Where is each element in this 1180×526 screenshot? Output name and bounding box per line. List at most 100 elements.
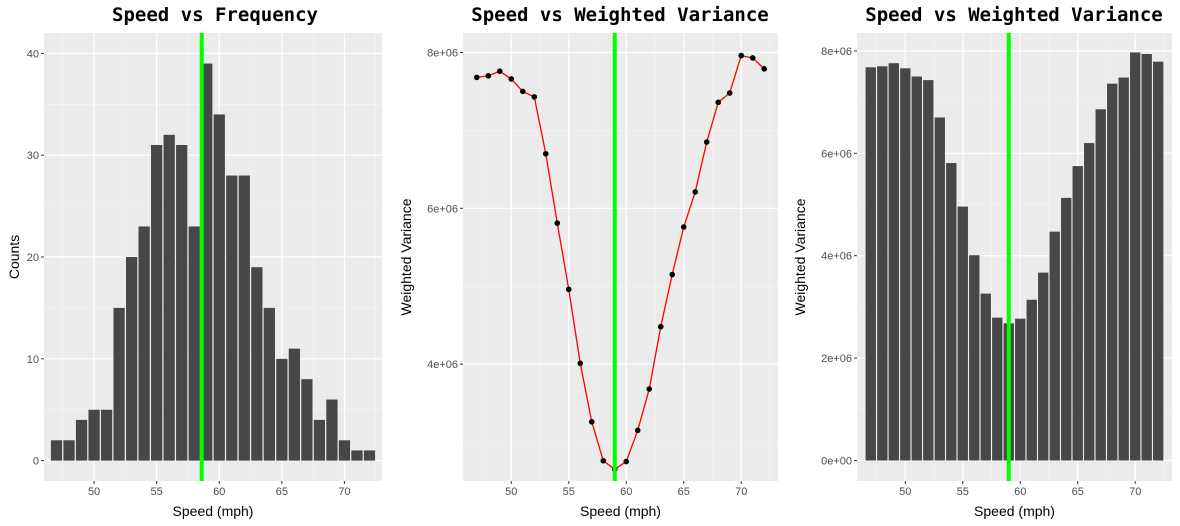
y-tick-label: 30: [27, 150, 39, 162]
data-point: [508, 76, 515, 82]
data-point: [715, 99, 722, 106]
panel-3: 50 55 60 65 70 0e+00 2e+06 4e+06 6e+06 8e+06 Speed…: [792, 4, 1172, 519]
y-tick-label: 0: [33, 456, 39, 468]
bar: [1118, 77, 1129, 461]
bar: [877, 66, 888, 461]
bar: [363, 450, 376, 461]
bar: [288, 348, 301, 461]
bar: [326, 399, 338, 461]
bar: [50, 440, 63, 461]
x-tick-label: 50: [899, 486, 911, 498]
bar: [923, 80, 934, 461]
bar: [888, 63, 899, 461]
data-point: [565, 286, 572, 293]
bar: [865, 67, 876, 461]
y-tick-label: 4e+06: [427, 359, 458, 371]
y-tick-label: 20: [27, 252, 39, 264]
y-tick-label: 0e+00: [821, 456, 852, 468]
x-tick-label: 65: [678, 486, 690, 498]
bar: [946, 163, 957, 461]
bar: [88, 409, 100, 461]
data-point: [542, 150, 549, 157]
data-point: [738, 52, 745, 59]
y-tick-label: 6e+06: [821, 148, 852, 160]
bar: [201, 63, 213, 461]
bar: [188, 226, 200, 461]
y-tick-label: 40: [27, 48, 39, 60]
data-point: [726, 90, 733, 96]
data-point: [692, 189, 699, 195]
y-tick-label: 2e+06: [821, 353, 852, 365]
bar: [125, 257, 138, 461]
y-tick-label: 10: [27, 354, 39, 366]
y-axis-label: Counts: [6, 235, 22, 279]
bar: [992, 317, 1003, 461]
bar: [138, 226, 150, 461]
x-tick-label: 65: [1072, 486, 1084, 498]
bar: [238, 175, 250, 461]
x-tick-label: 70: [338, 486, 350, 498]
bar: [176, 145, 188, 461]
data-point: [519, 88, 526, 95]
bar: [1107, 83, 1118, 461]
data-point: [703, 139, 710, 145]
bar: [151, 145, 163, 461]
y-axis-label: Weighted Variance: [792, 198, 808, 315]
bar: [934, 117, 945, 461]
bar: [969, 255, 980, 461]
bar: [338, 440, 351, 461]
data-point: [749, 55, 756, 61]
bar: [251, 267, 263, 461]
data-point: [554, 220, 561, 226]
x-tick-label: 60: [620, 486, 632, 498]
bar: [1015, 318, 1026, 461]
x-axis-label: Speed (mph): [173, 503, 254, 519]
x-tick-label: 50: [88, 486, 100, 498]
bar: [100, 409, 113, 461]
data-point: [473, 74, 480, 81]
y-axis-label: Weighted Variance: [398, 198, 414, 315]
chart-title: Speed vs Weighted Variance: [865, 4, 1162, 26]
data-point: [646, 386, 653, 392]
bar: [1130, 52, 1141, 461]
x-tick-label: 60: [1014, 486, 1026, 498]
x-axis-label: Speed (mph): [974, 503, 1055, 519]
chart-title: Speed vs Weighted Variance: [471, 4, 768, 26]
chart-title: Speed vs Frequency: [112, 4, 318, 26]
x-tick-label: 70: [735, 486, 747, 498]
y-tick-label: 6e+06: [427, 203, 458, 215]
data-point: [485, 73, 492, 79]
bar: [63, 440, 75, 461]
plot-background: [463, 33, 778, 481]
bar: [1153, 61, 1164, 461]
bar: [313, 419, 326, 461]
data-point: [669, 271, 676, 278]
bar: [263, 307, 275, 461]
x-tick-label: 65: [276, 486, 288, 498]
data-point: [634, 427, 641, 434]
bar: [1049, 231, 1060, 461]
bar: [351, 450, 363, 461]
data-point: [623, 458, 630, 465]
y-tick-label: 8e+06: [427, 47, 458, 59]
x-tick-label: 50: [505, 486, 517, 498]
bar: [1061, 197, 1072, 461]
y-tick-label: 4e+06: [821, 251, 852, 263]
data-point: [496, 68, 503, 74]
x-tick-label: 55: [151, 486, 163, 498]
bar: [113, 307, 125, 461]
data-point: [600, 457, 607, 464]
bar: [226, 175, 238, 461]
data-point: [680, 224, 687, 230]
bar: [1084, 143, 1095, 461]
x-tick-label: 55: [563, 486, 575, 498]
bar: [75, 419, 88, 461]
panel-2: 50 55 60 65 70 4e+06 6e+06 8e+06 Speed vs Weight…: [398, 4, 778, 519]
data-point: [761, 66, 768, 72]
bar: [1095, 109, 1106, 461]
bar: [911, 76, 922, 461]
bar: [1038, 272, 1049, 461]
bar: [1072, 166, 1083, 461]
bar: [276, 358, 288, 461]
